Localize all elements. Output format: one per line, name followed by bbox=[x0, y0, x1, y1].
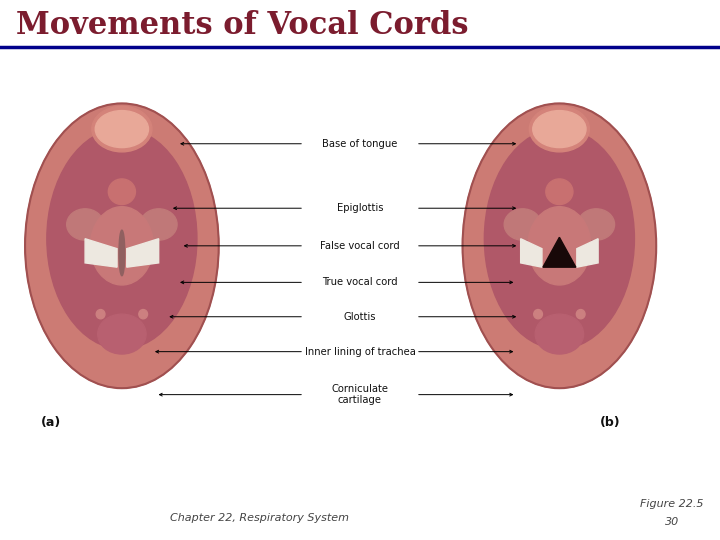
Ellipse shape bbox=[533, 111, 586, 147]
Polygon shape bbox=[127, 239, 158, 267]
Ellipse shape bbox=[98, 314, 146, 354]
Text: (b): (b) bbox=[600, 416, 621, 429]
Polygon shape bbox=[543, 237, 576, 267]
Text: Epiglottis: Epiglottis bbox=[337, 203, 383, 213]
Ellipse shape bbox=[577, 209, 615, 240]
Text: (a): (a) bbox=[41, 416, 61, 429]
Text: Movements of Vocal Cords: Movements of Vocal Cords bbox=[16, 10, 468, 41]
Ellipse shape bbox=[119, 230, 125, 276]
Ellipse shape bbox=[576, 309, 585, 319]
Ellipse shape bbox=[91, 207, 153, 285]
Text: Base of tongue: Base of tongue bbox=[323, 139, 397, 148]
Ellipse shape bbox=[67, 209, 104, 240]
Ellipse shape bbox=[92, 106, 152, 152]
Text: Inner lining of trachea: Inner lining of trachea bbox=[305, 347, 415, 356]
Text: 30: 30 bbox=[665, 517, 679, 527]
Ellipse shape bbox=[504, 209, 541, 240]
Ellipse shape bbox=[529, 106, 590, 152]
Text: True vocal cord: True vocal cord bbox=[322, 278, 398, 287]
Ellipse shape bbox=[535, 314, 584, 354]
Ellipse shape bbox=[485, 129, 634, 349]
Ellipse shape bbox=[534, 309, 542, 319]
Text: False vocal cord: False vocal cord bbox=[320, 241, 400, 251]
Ellipse shape bbox=[462, 104, 656, 388]
Ellipse shape bbox=[47, 129, 197, 349]
Ellipse shape bbox=[528, 207, 591, 285]
Ellipse shape bbox=[95, 111, 148, 147]
Text: Glottis: Glottis bbox=[343, 312, 377, 322]
Text: Chapter 22, Respiratory System: Chapter 22, Respiratory System bbox=[170, 514, 349, 523]
Polygon shape bbox=[85, 239, 117, 267]
Polygon shape bbox=[577, 239, 598, 267]
Text: Corniculate
cartilage: Corniculate cartilage bbox=[331, 384, 389, 406]
Ellipse shape bbox=[108, 179, 135, 205]
Polygon shape bbox=[521, 239, 542, 267]
Ellipse shape bbox=[25, 104, 219, 388]
Text: Figure 22.5: Figure 22.5 bbox=[640, 500, 703, 509]
Ellipse shape bbox=[96, 309, 105, 319]
Ellipse shape bbox=[139, 309, 148, 319]
Ellipse shape bbox=[140, 209, 177, 240]
Ellipse shape bbox=[546, 179, 573, 205]
